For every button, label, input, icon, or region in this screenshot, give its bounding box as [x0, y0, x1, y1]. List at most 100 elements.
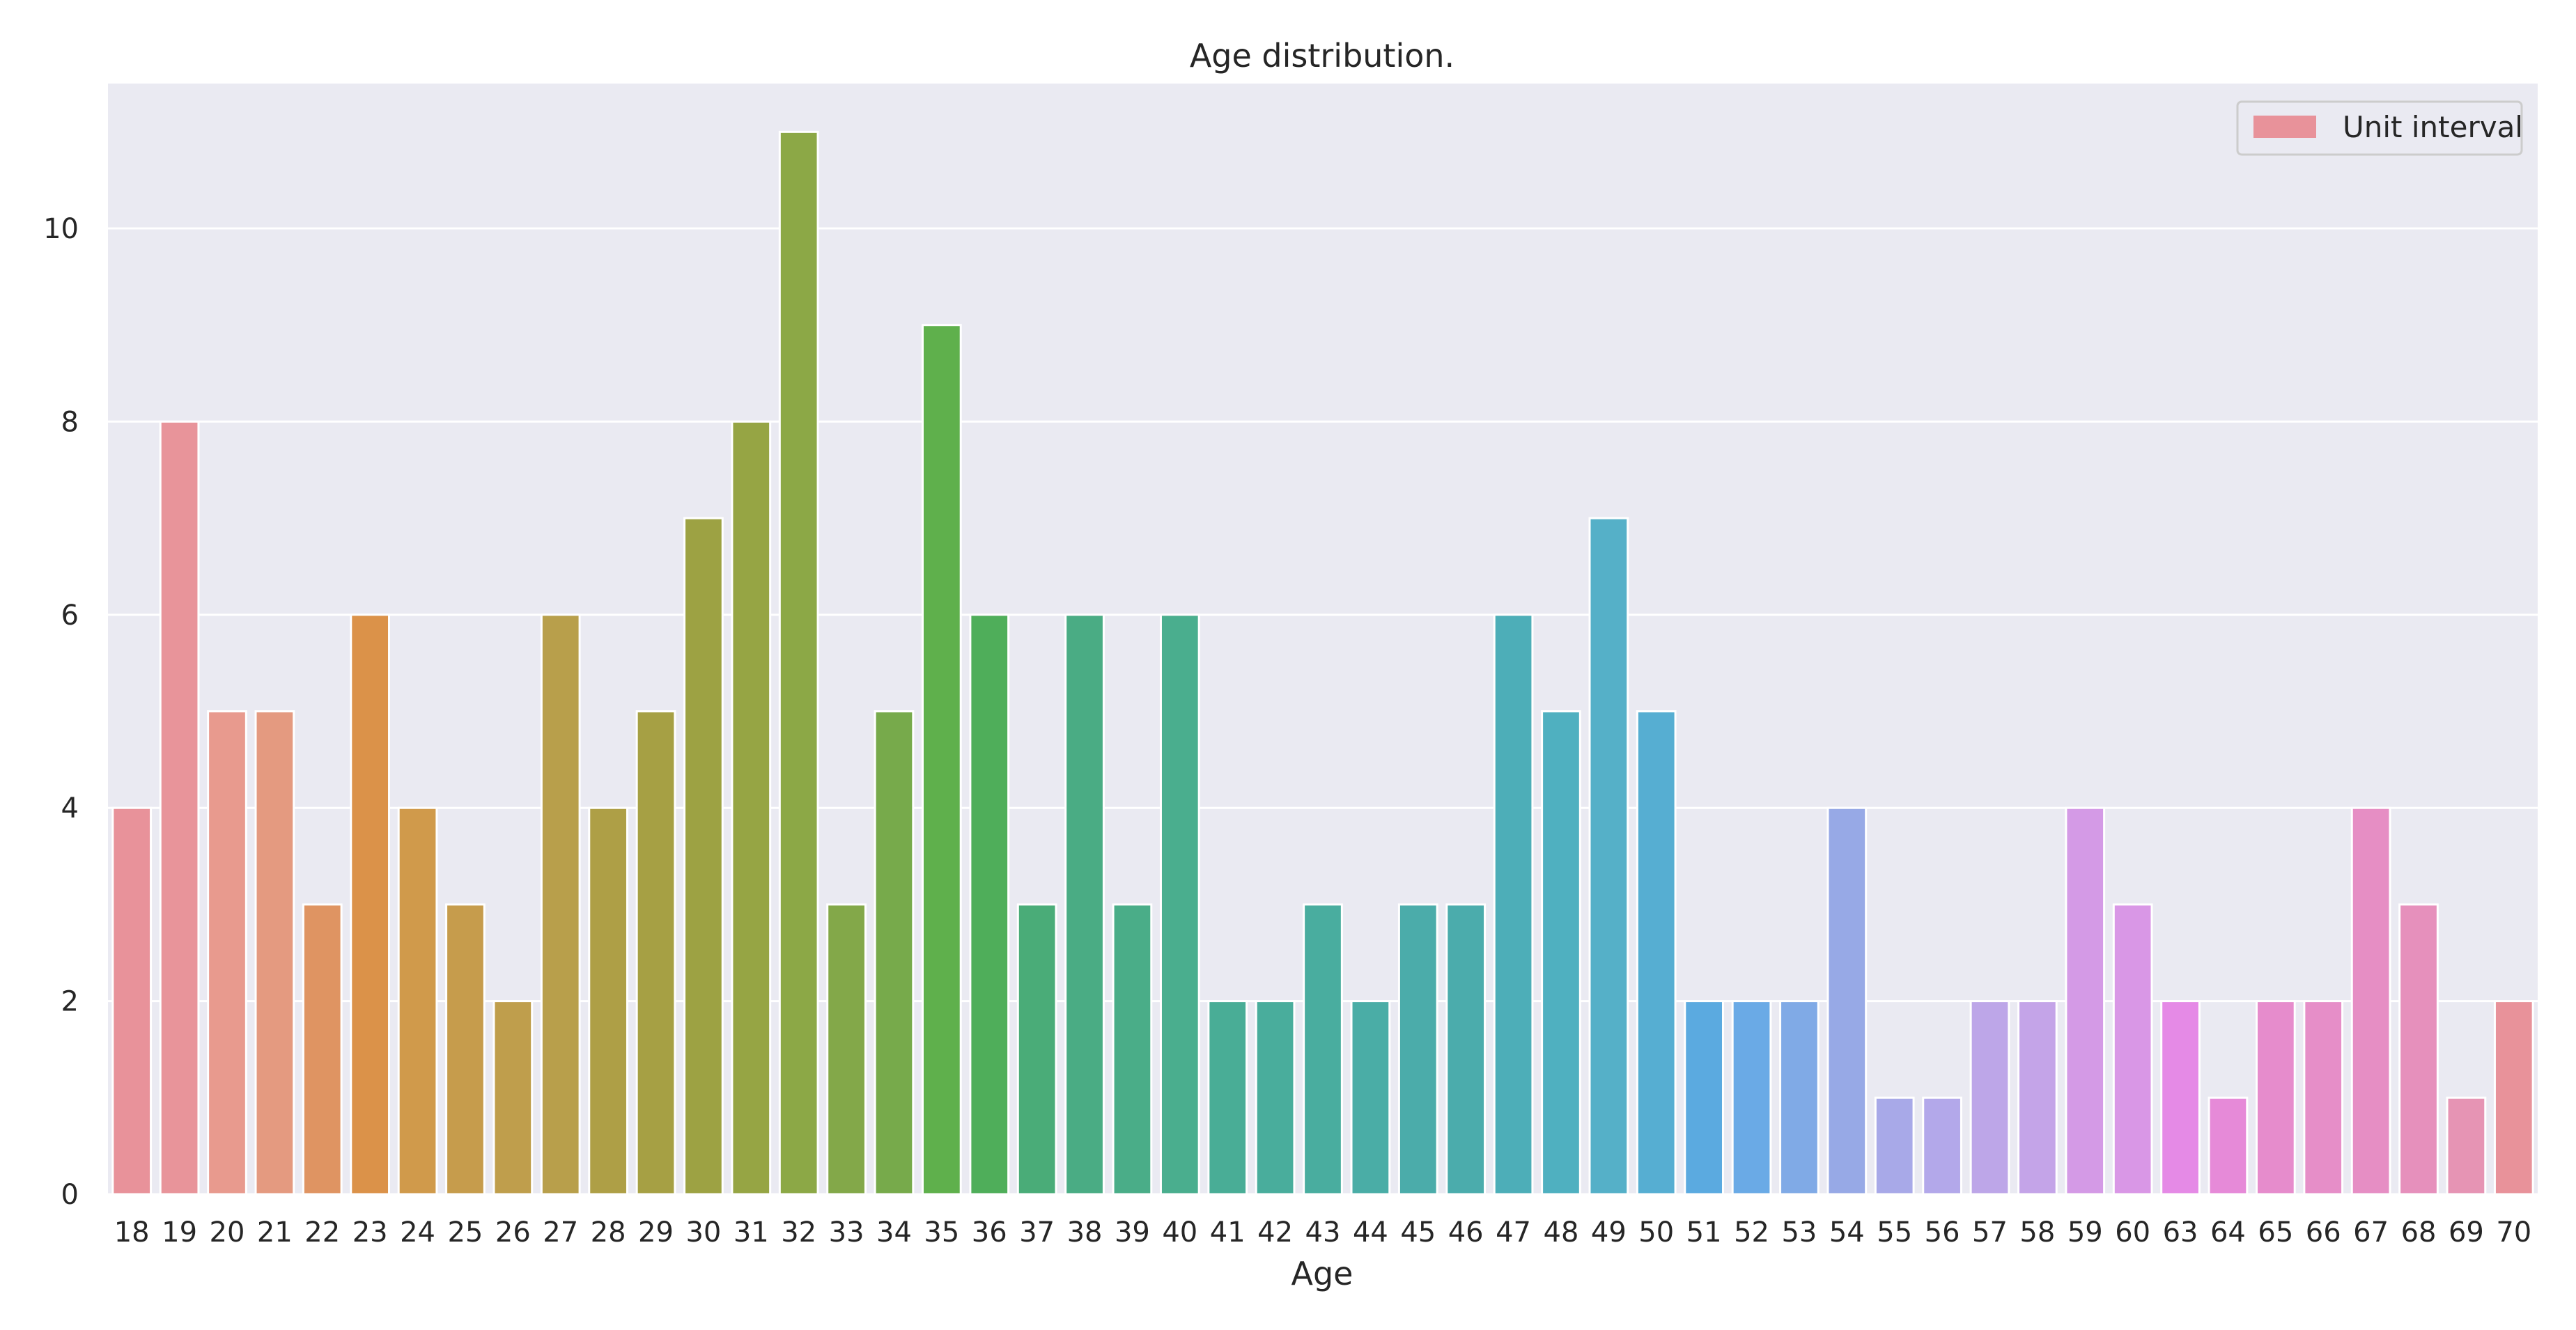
bar-age-23: [350, 613, 391, 1196]
x-tick-label-58: 58: [2019, 1216, 2055, 1249]
x-tick-label-70: 70: [2496, 1216, 2531, 1249]
bar-age-63: [2160, 1000, 2201, 1196]
bars: [111, 130, 2534, 1196]
x-tick-label-41: 41: [1210, 1216, 1246, 1249]
x-tick-label-69: 69: [2449, 1216, 2484, 1249]
x-tick-label-20: 20: [210, 1216, 245, 1249]
bar-age-70: [2493, 1000, 2534, 1196]
bar-age-42: [1255, 1000, 1296, 1196]
chart-title: Age distribution.: [1190, 37, 1454, 75]
y-tick-label-4: 4: [61, 792, 79, 824]
x-tick-label-19: 19: [162, 1216, 197, 1249]
x-tick-label-18: 18: [114, 1216, 150, 1249]
x-tick-label-36: 36: [972, 1216, 1007, 1249]
x-tick-label-44: 44: [1353, 1216, 1388, 1249]
x-tick-label-26: 26: [495, 1216, 531, 1249]
bar-age-47: [1493, 613, 1534, 1196]
bar-age-27: [540, 613, 581, 1196]
x-tick-label-52: 52: [1734, 1216, 1769, 1249]
bar-age-40: [1159, 613, 1200, 1196]
x-tick-label-29: 29: [638, 1216, 674, 1249]
bar-age-28: [588, 806, 628, 1196]
x-tick-label-39: 39: [1115, 1216, 1150, 1249]
x-tick-label-56: 56: [1925, 1216, 1960, 1249]
x-tick-label-43: 43: [1305, 1216, 1341, 1249]
x-tick-label-65: 65: [2258, 1216, 2293, 1249]
bar-age-31: [731, 420, 772, 1196]
x-tick-label-23: 23: [352, 1216, 388, 1249]
x-tick-label-67: 67: [2353, 1216, 2389, 1249]
x-axis-label: Age: [1291, 1255, 1353, 1292]
x-tick-label-27: 27: [543, 1216, 578, 1249]
bar-age-38: [1064, 613, 1105, 1196]
bar-age-30: [683, 517, 724, 1196]
x-tick-label-28: 28: [591, 1216, 626, 1249]
x-tick-label-24: 24: [400, 1216, 435, 1249]
x-tick-label-46: 46: [1448, 1216, 1484, 1249]
bar-age-46: [1445, 903, 1487, 1196]
bar-age-36: [969, 613, 1010, 1196]
y-tick-label-0: 0: [61, 1179, 79, 1211]
bar-age-26: [492, 1000, 534, 1196]
bar-age-49: [1588, 517, 1629, 1196]
x-tick-label-32: 32: [781, 1216, 816, 1249]
bar-age-22: [302, 903, 343, 1196]
bar-age-32: [778, 130, 819, 1196]
bar-age-44: [1350, 1000, 1391, 1196]
bar-age-66: [2303, 1000, 2344, 1196]
x-tick-label-45: 45: [1400, 1216, 1436, 1249]
x-tick-label-53: 53: [1781, 1216, 1817, 1249]
x-tick-label-37: 37: [1019, 1216, 1055, 1249]
y-tick-label-8: 8: [61, 406, 79, 438]
legend-frame: [2236, 100, 2523, 156]
bar-age-53: [1779, 1000, 1820, 1196]
bar-age-68: [2398, 903, 2439, 1196]
bar-age-58: [2017, 1000, 2058, 1196]
x-tick-label-30: 30: [685, 1216, 721, 1249]
x-tick-label-54: 54: [1829, 1216, 1865, 1249]
bar-age-35: [922, 324, 962, 1196]
bar-age-41: [1207, 1000, 1248, 1196]
x-tick-label-35: 35: [924, 1216, 959, 1249]
x-tick-label-21: 21: [257, 1216, 293, 1249]
x-tick-label-59: 59: [2067, 1216, 2103, 1249]
x-tick-label-31: 31: [734, 1216, 769, 1249]
x-tick-label-66: 66: [2306, 1216, 2341, 1249]
bar-age-65: [2255, 1000, 2296, 1196]
bar-age-67: [2350, 806, 2391, 1196]
bar-age-55: [1874, 1096, 1915, 1196]
x-tick-label-64: 64: [2210, 1216, 2246, 1249]
x-tick-label-57: 57: [1972, 1216, 2008, 1249]
bar-age-59: [2065, 806, 2106, 1196]
x-tick-label-49: 49: [1591, 1216, 1627, 1249]
y-tick-label-2: 2: [61, 986, 79, 1018]
bar-age-56: [1922, 1096, 1962, 1196]
x-tick-label-42: 42: [1257, 1216, 1293, 1249]
x-tick-label-50: 50: [1638, 1216, 1674, 1249]
bar-age-34: [874, 710, 915, 1196]
x-tick-label-33: 33: [829, 1216, 864, 1249]
y-tick-label-6: 6: [61, 600, 79, 632]
bar-age-57: [1969, 1000, 2010, 1196]
bar-age-21: [254, 710, 295, 1196]
x-tick-label-40: 40: [1162, 1216, 1197, 1249]
bar-age-50: [1636, 710, 1677, 1196]
bar-age-25: [445, 903, 486, 1196]
bar-age-29: [635, 710, 676, 1196]
y-tick-label-10: 10: [43, 213, 79, 245]
x-tick-label-51: 51: [1686, 1216, 1722, 1249]
x-tick-label-55: 55: [1877, 1216, 1912, 1249]
bar-age-64: [2208, 1096, 2249, 1196]
y-axis-ticks: 0 2 4 6 8 10: [43, 213, 79, 1211]
bar-age-39: [1112, 903, 1153, 1196]
x-tick-label-22: 22: [304, 1216, 340, 1249]
x-tick-label-68: 68: [2401, 1216, 2437, 1249]
x-tick-label-63: 63: [2163, 1216, 2198, 1249]
bar-age-48: [1541, 710, 1581, 1196]
bar-age-19: [159, 420, 200, 1196]
legend-entry-label: Unit interval: [2343, 110, 2523, 144]
bar-age-20: [207, 710, 247, 1196]
x-tick-label-25: 25: [447, 1216, 483, 1249]
bar-age-60: [2112, 903, 2153, 1196]
